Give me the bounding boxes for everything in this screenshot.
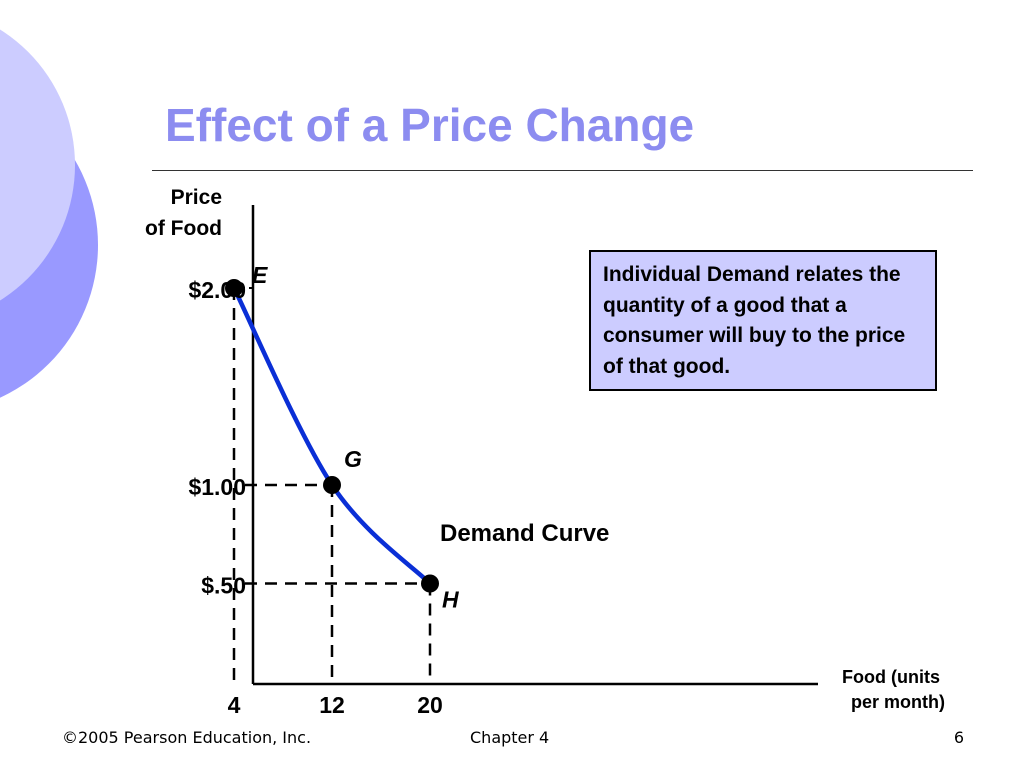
x-axis-title-line: Food (units (842, 667, 940, 687)
footer-chapter: Chapter 4 (470, 728, 550, 747)
title-divider (152, 170, 973, 171)
x-tick-label: 12 (319, 692, 345, 718)
x-tick-label: 20 (417, 692, 443, 718)
decor-circle-front (0, 29, 75, 301)
data-point-h (421, 574, 439, 593)
x-axis-title-line: per month) (851, 692, 945, 712)
chart-series (225, 279, 439, 593)
y-tick-label: $2.00 (188, 277, 246, 303)
series-label: Demand Curve (440, 520, 609, 547)
definition-box: Individual Demand relates the quantity o… (589, 250, 937, 391)
footer-page-number: 6 (953, 728, 964, 747)
demand-curve-line (231, 285, 433, 586)
y-tick-label: $1.00 (188, 474, 246, 500)
definition-text: Individual Demand relates the quantity o… (603, 263, 906, 378)
point-label-g: G (344, 446, 362, 472)
slide-title: Effect of a Price Change (165, 99, 695, 151)
chart-labels: Price of Food Food (units per month) $2.00 $1… (145, 186, 945, 718)
x-tick-label: 4 (228, 692, 241, 718)
y-axis-title-line: of Food (145, 217, 222, 240)
y-axis-title-line: Price (171, 186, 222, 209)
data-point-e (225, 279, 243, 297)
point-label-h: H (442, 587, 459, 613)
y-tick-label: $.50 (201, 573, 246, 599)
footer-copyright: ©2005 Pearson Education, Inc. (62, 728, 312, 747)
point-label-e: E (252, 262, 268, 288)
data-point-g (323, 476, 341, 494)
